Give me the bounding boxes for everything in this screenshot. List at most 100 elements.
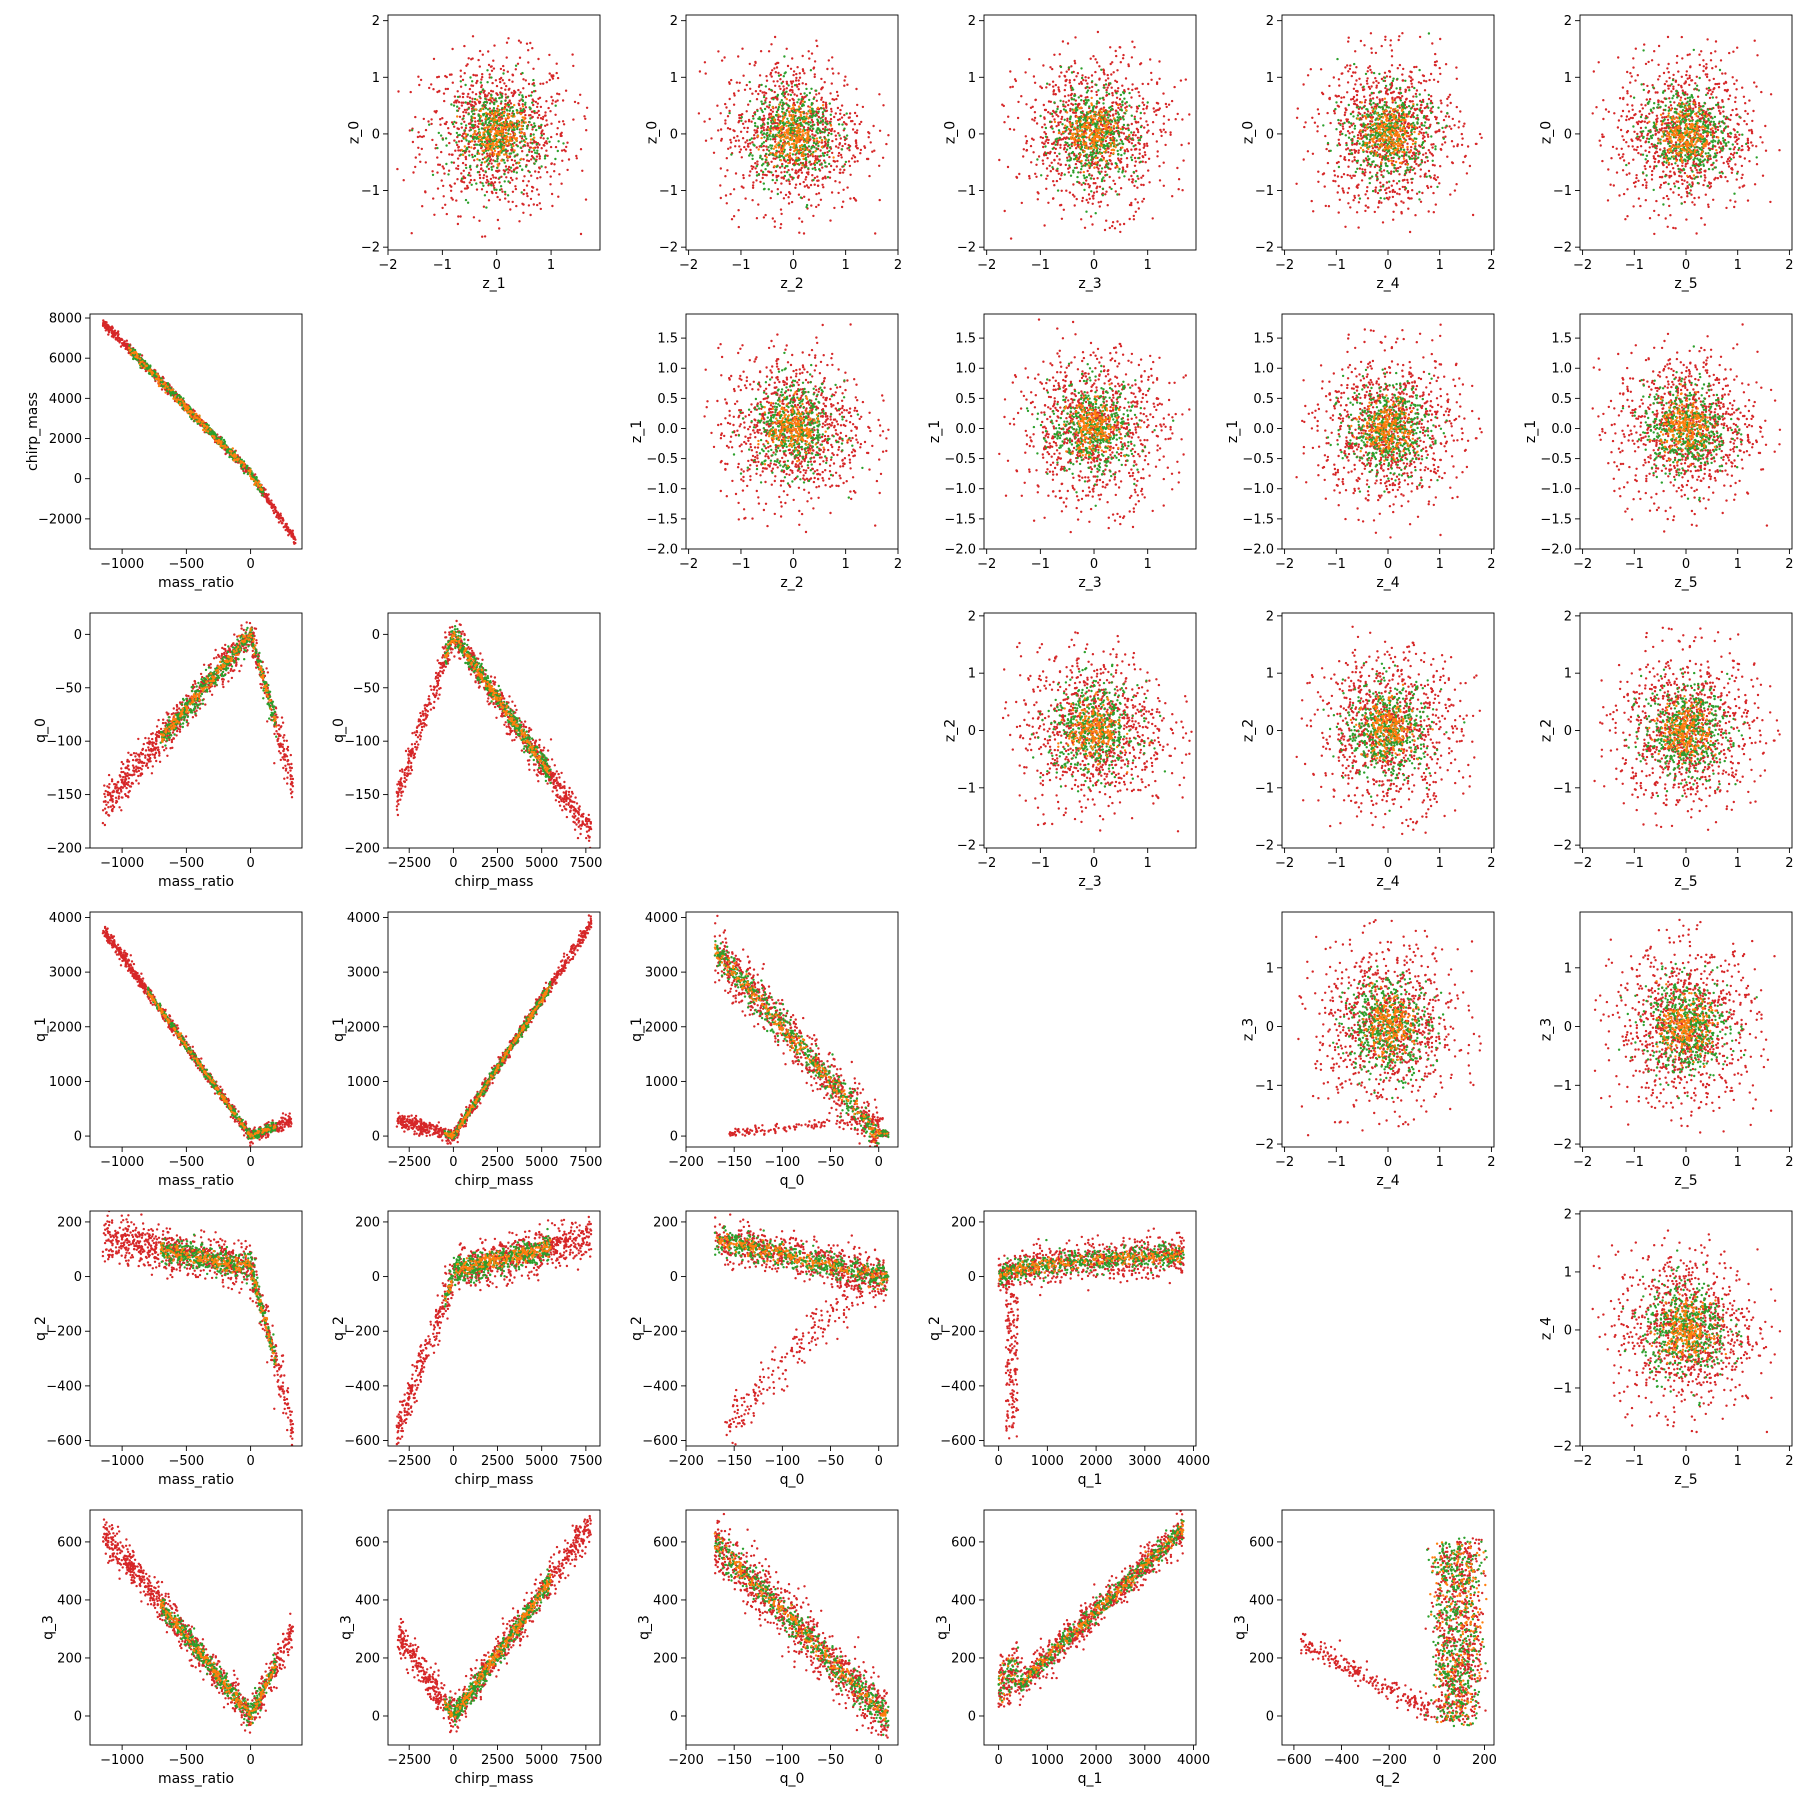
point-red (729, 141, 733, 144)
point-red (558, 120, 561, 124)
point-orange (479, 109, 482, 113)
point-red (1137, 121, 1140, 124)
point-green (1126, 124, 1130, 127)
point-green (1104, 111, 1107, 114)
point-red (729, 146, 732, 149)
point-green (820, 107, 823, 110)
point-green (1084, 164, 1087, 167)
point-orange (522, 132, 525, 135)
point-orange (524, 121, 527, 124)
point-red (500, 175, 503, 178)
point-red (1441, 143, 1444, 146)
point-green (516, 109, 519, 113)
point-green (809, 69, 813, 72)
point-red (1158, 77, 1161, 81)
point-red (861, 105, 865, 109)
point-red (538, 143, 541, 146)
point-red (846, 186, 849, 189)
point-green (533, 124, 537, 128)
point-orange (1109, 142, 1112, 145)
point-green (762, 132, 765, 135)
point-orange (1106, 127, 1109, 131)
point-green (1089, 153, 1093, 157)
point-green (789, 123, 792, 127)
point-red (519, 135, 522, 138)
point-red (874, 232, 877, 235)
point-orange (464, 136, 467, 140)
point-red (792, 101, 796, 105)
point-red (1082, 78, 1085, 82)
point-orange (804, 132, 807, 135)
point-orange (489, 148, 492, 151)
point-red (457, 101, 461, 104)
point-orange (1075, 119, 1079, 123)
point-orange (779, 152, 782, 155)
axes-frame (685, 14, 899, 251)
point-red (499, 67, 503, 71)
point-orange (1111, 137, 1114, 140)
point-red (471, 100, 474, 103)
point-red (437, 163, 440, 166)
point-red (1106, 135, 1109, 138)
point-red (1029, 144, 1033, 148)
point-red (1352, 95, 1356, 99)
point-red (793, 93, 796, 96)
point-green (1096, 100, 1099, 103)
point-red (1112, 101, 1115, 104)
point-red (554, 145, 558, 149)
point-red (1042, 142, 1046, 145)
point-red (545, 100, 548, 103)
point-red (708, 117, 711, 121)
point-green (487, 133, 490, 136)
point-red (1047, 111, 1050, 114)
point-red (852, 154, 855, 157)
point-red (1060, 174, 1063, 177)
point-red (838, 142, 842, 145)
point-red (1065, 136, 1068, 139)
point-red (795, 76, 798, 80)
point-orange (498, 130, 501, 133)
point-green (531, 142, 534, 145)
point-red (813, 75, 816, 79)
point-green (503, 180, 506, 183)
point-green (520, 140, 523, 143)
point-green (1071, 88, 1075, 91)
point-red (519, 91, 522, 94)
point-red (491, 191, 494, 195)
point-red (529, 41, 532, 45)
point-red (490, 162, 493, 165)
point-red (750, 120, 753, 123)
point-red (1049, 170, 1053, 173)
point-red (1349, 174, 1352, 177)
point-red (1112, 179, 1115, 182)
point-red (812, 66, 816, 69)
point-red (853, 160, 856, 163)
point-green (472, 106, 475, 109)
point-green (764, 158, 768, 161)
point-red (779, 191, 783, 194)
point-red (1449, 101, 1452, 105)
point-orange (1064, 124, 1067, 127)
point-orange (784, 136, 787, 140)
point-green (484, 149, 488, 153)
y-tick-label: −2 (361, 241, 380, 256)
point-orange (1083, 125, 1087, 128)
point-orange (1079, 120, 1082, 123)
point-red (1064, 84, 1067, 87)
point-red (1086, 95, 1089, 99)
point-red (719, 112, 722, 115)
point-orange (801, 164, 804, 167)
point-red (828, 155, 831, 159)
point-red (739, 130, 743, 133)
point-orange (1114, 122, 1117, 125)
point-green (1120, 109, 1124, 112)
point-red (501, 117, 504, 120)
point-red (461, 134, 464, 138)
point-green (504, 148, 507, 151)
point-red (1051, 67, 1054, 71)
point-red (737, 89, 740, 93)
point-red (1427, 149, 1431, 152)
point-red (1045, 187, 1048, 190)
point-red (1118, 176, 1121, 179)
point-green (1068, 132, 1072, 135)
